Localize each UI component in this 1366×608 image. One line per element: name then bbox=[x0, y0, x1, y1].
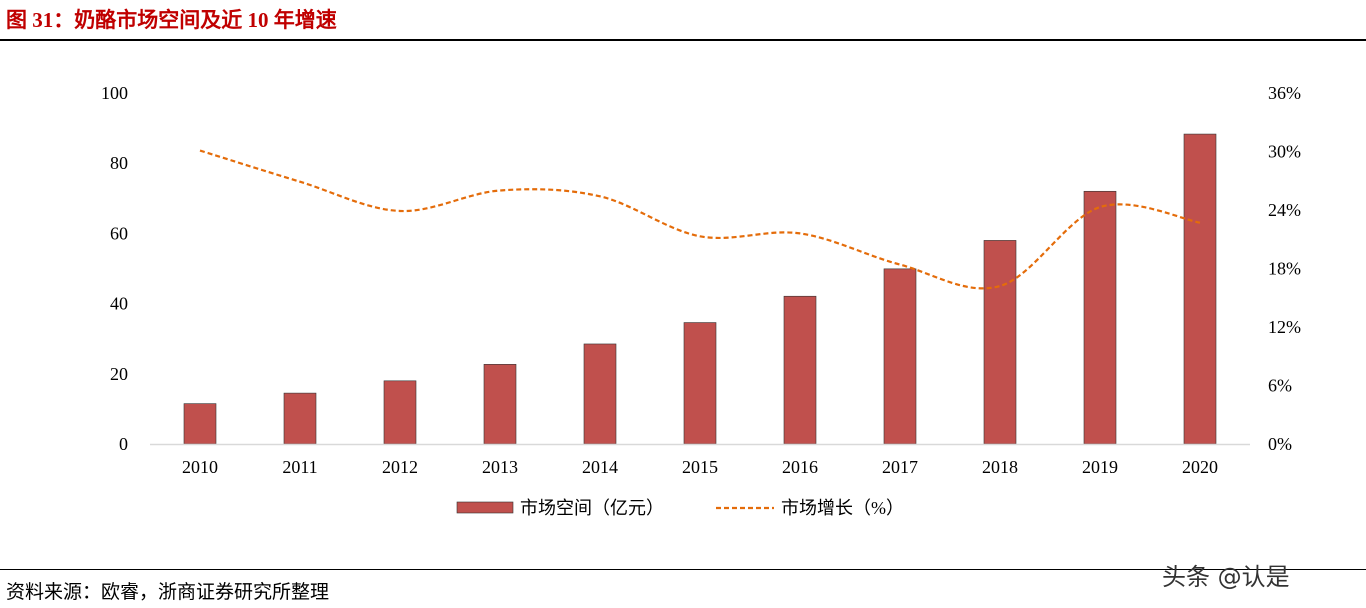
bar bbox=[983, 240, 1017, 445]
left-axis-tick: 20 bbox=[110, 364, 128, 384]
right-axis-tick: 12% bbox=[1268, 317, 1301, 337]
right-axis-tick: 36% bbox=[1268, 83, 1301, 103]
left-axis-tick: 40 bbox=[110, 294, 128, 314]
x-axis-tick: 2014 bbox=[582, 457, 618, 477]
legend-bar-label: 市场空间（亿元） bbox=[520, 498, 664, 518]
left-axis-tick: 60 bbox=[110, 223, 128, 243]
bottom-divider bbox=[0, 569, 1366, 570]
right-axis-tick: 30% bbox=[1268, 142, 1301, 162]
x-axis-tick: 2013 bbox=[482, 457, 518, 477]
chart: 0 20 40 60 80 100 0% 6% 12% 18% 24% 30% 36% 2010 2011 2… bbox=[101, 83, 1301, 518]
growth-line bbox=[199, 149, 1201, 290]
bar bbox=[683, 322, 717, 445]
right-axis-tick: 6% bbox=[1268, 376, 1292, 396]
bar bbox=[283, 392, 317, 445]
right-axis-tick: 0% bbox=[1268, 434, 1292, 454]
right-axis-tick: 18% bbox=[1268, 259, 1301, 279]
bar bbox=[1083, 190, 1117, 445]
source-note: 资料来源：欧睿，浙商证券研究所整理 bbox=[6, 582, 330, 603]
bar bbox=[783, 295, 817, 445]
figure-title: 图 31：奶酪市场空间及近 10 年增速 bbox=[6, 8, 337, 32]
x-axis-tick: 2015 bbox=[682, 457, 718, 477]
x-axis-tick: 2017 bbox=[882, 457, 918, 477]
x-axis-tick: 2016 bbox=[782, 457, 818, 477]
x-axis-tick: 2018 bbox=[982, 457, 1018, 477]
top-divider bbox=[0, 39, 1366, 41]
right-axis-tick: 24% bbox=[1268, 200, 1301, 220]
x-axis-tick: 2019 bbox=[1082, 457, 1118, 477]
left-axis-tick: 80 bbox=[110, 153, 128, 173]
x-axis-tick: 2020 bbox=[1182, 457, 1218, 477]
bar bbox=[383, 380, 417, 445]
x-axis-tick: 2010 bbox=[182, 457, 218, 477]
bar bbox=[883, 268, 917, 445]
x-axis-tick: 2011 bbox=[282, 457, 317, 477]
watermark: 头条 @认是 bbox=[1162, 563, 1290, 591]
legend-line-label: 市场增长（%） bbox=[781, 498, 904, 518]
x-axis-tick: 2012 bbox=[382, 457, 418, 477]
left-axis-tick: 100 bbox=[101, 83, 128, 103]
bar bbox=[1183, 133, 1217, 445]
bar bbox=[583, 343, 617, 445]
legend-bar-swatch bbox=[456, 501, 514, 514]
bar bbox=[183, 403, 217, 445]
left-axis-tick: 0 bbox=[119, 434, 128, 454]
bar bbox=[483, 364, 517, 445]
